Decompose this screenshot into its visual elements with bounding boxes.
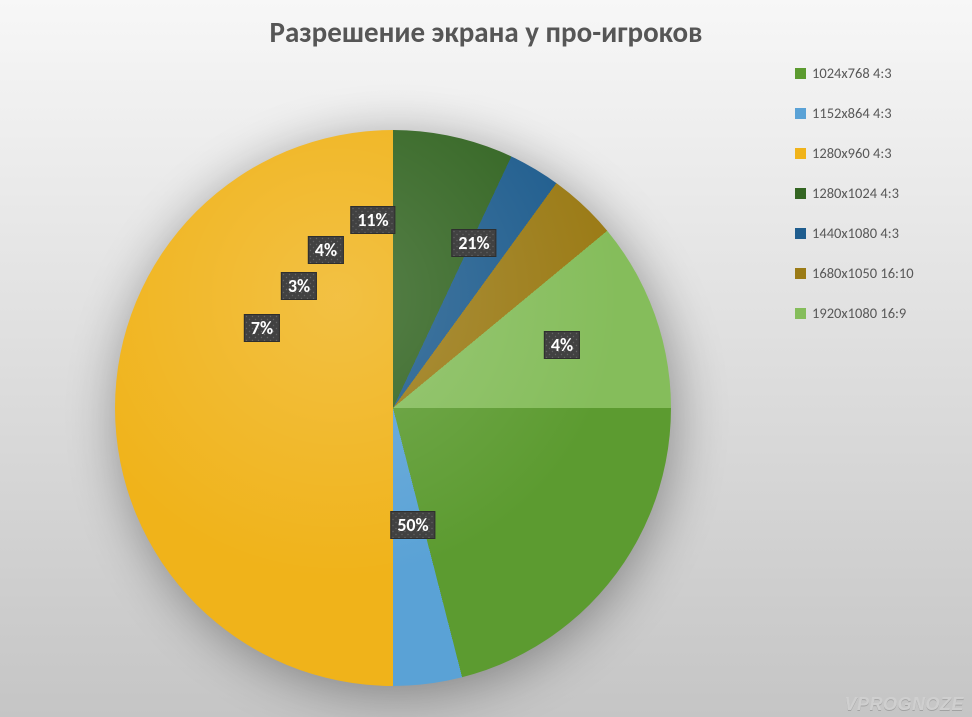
legend-swatch — [795, 148, 806, 159]
legend-item: 1920x1080 16:9 — [795, 304, 914, 322]
legend-swatch — [795, 228, 806, 239]
chart-stage: Разрешение экрана у про-игроков 1024x768… — [0, 0, 972, 717]
legend-label: 1280x960 4:3 — [812, 144, 892, 162]
legend-swatch — [795, 68, 806, 79]
legend-label: 1440x1080 4:3 — [812, 224, 899, 242]
legend-swatch — [795, 108, 806, 119]
legend-item: 1680x1050 16:10 — [795, 264, 914, 282]
data-label: 50% — [390, 511, 435, 539]
legend-swatch — [795, 268, 806, 279]
watermark: VPROGNOZE — [844, 694, 964, 715]
data-label: 4% — [544, 331, 580, 359]
legend-label: 1280x1024 4:3 — [812, 184, 899, 202]
legend-item: 1280x960 4:3 — [795, 144, 914, 162]
data-label: 3% — [281, 272, 317, 300]
legend-swatch — [795, 188, 806, 199]
chart-title: Разрешение экрана у про-игроков — [0, 14, 972, 50]
legend-item: 1024x768 4:3 — [795, 64, 914, 82]
legend-item: 1280x1024 4:3 — [795, 184, 914, 202]
legend-label: 1920x1080 16:9 — [812, 304, 906, 322]
data-label: 21% — [451, 229, 496, 257]
legend: 1024x768 4:3 1152x864 4:3 1280x960 4:3 1280… — [795, 64, 914, 344]
legend-label: 1024x768 4:3 — [812, 64, 892, 82]
data-label: 4% — [308, 236, 344, 264]
data-label: 7% — [244, 314, 280, 342]
legend-item: 1152x864 4:3 — [795, 104, 914, 122]
legend-label: 1680x1050 16:10 — [812, 264, 914, 282]
legend-swatch — [795, 308, 806, 319]
legend-label: 1152x864 4:3 — [812, 104, 892, 122]
data-label: 11% — [350, 206, 395, 234]
legend-item: 1440x1080 4:3 — [795, 224, 914, 242]
